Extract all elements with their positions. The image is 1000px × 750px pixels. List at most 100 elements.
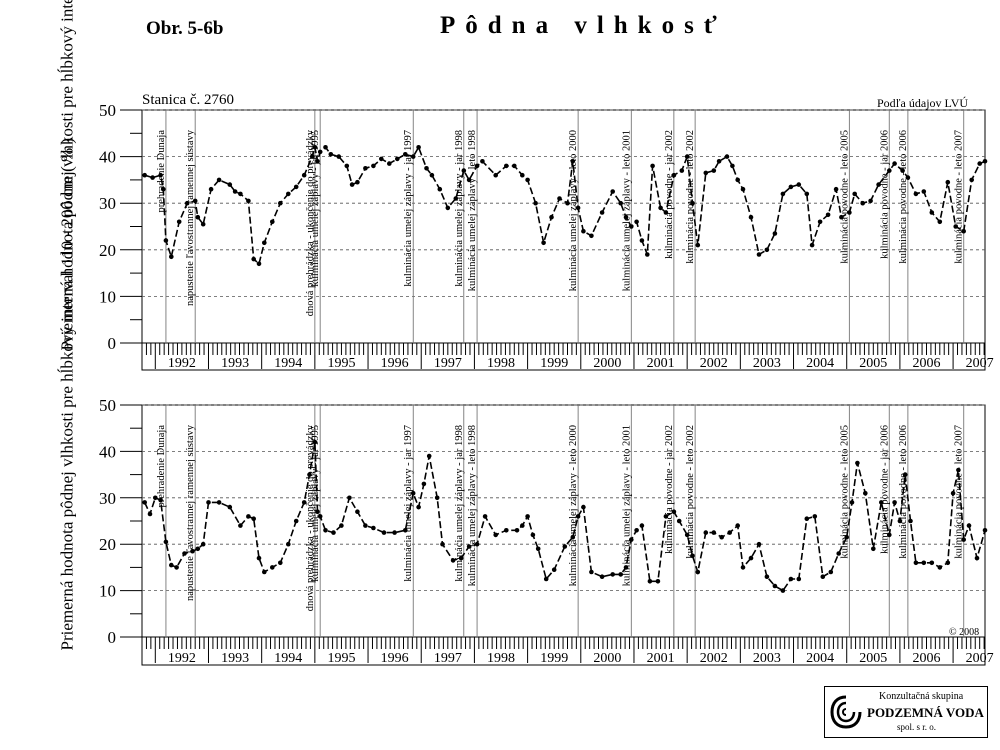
- chart-1-data-point: [937, 219, 943, 225]
- chart-2-y-tick-label: 0: [108, 628, 117, 647]
- chart-1-data-point: [256, 261, 262, 267]
- chart-2-x-tick-label: 2003: [753, 651, 781, 666]
- chart-2-data-point: [937, 565, 943, 570]
- chart-1-x-tick-label: 1999: [540, 356, 568, 371]
- chart-2-data-point: [599, 574, 605, 579]
- chart-1-data-point: [416, 145, 421, 150]
- chart-1-data-point: [716, 159, 722, 164]
- chart-2-data-point: [392, 530, 397, 535]
- chart-2-data-point: [474, 541, 480, 547]
- chart-1-data-point: [913, 191, 919, 197]
- chart-2-data-point: [639, 523, 645, 528]
- chart-2-x-tick-label: 1993: [221, 651, 249, 666]
- chart-2-y-tick-label: 30: [99, 489, 116, 508]
- chart-1-data-point: [227, 182, 233, 187]
- chart-1-data-point: [565, 200, 570, 206]
- chart-1-data-point: [278, 200, 283, 206]
- chart-2-data-point: [855, 460, 860, 466]
- chart-1-data-point: [634, 219, 639, 225]
- chart-1-x-tick-label: 1998: [487, 356, 515, 371]
- chart-2-data-point: [270, 565, 275, 570]
- chart-2-data-point: [163, 539, 169, 545]
- chart-1-y-tick-label: 50: [99, 101, 116, 120]
- chart-2-data-point: [339, 523, 344, 528]
- chart-2-data-point: [581, 504, 586, 510]
- chart-2-data-point: [174, 565, 179, 570]
- chart-1-data-point: [270, 219, 275, 225]
- chart-1-x-tick-label: 1993: [221, 356, 249, 371]
- chart-1-data-point: [336, 154, 342, 159]
- page-title: Pôdna vlhkosť: [440, 12, 727, 39]
- chart-2-x-tick-label: 1995: [327, 651, 355, 666]
- chart-2-data-point: [629, 537, 634, 542]
- chart-1-data-point: [825, 212, 831, 218]
- chart-1-event-label: kulminácia povodne - leto 2006: [898, 130, 909, 264]
- chart-1-data-point: [629, 224, 634, 229]
- chart-2-data-point: [278, 560, 283, 566]
- chart-1-data-point: [549, 214, 554, 220]
- chart-1-data-point: [740, 186, 746, 192]
- chart-1-series-line: [144, 145, 986, 266]
- chart-2-data-point: [735, 523, 740, 528]
- chart-2-x-tick-label: 2002: [700, 651, 728, 666]
- chart-1-event-label: kulminácia povodne - leto 2002: [685, 130, 696, 264]
- chart-1-data-point: [610, 189, 615, 194]
- logo-mark-icon: [830, 695, 862, 729]
- chart-2-x-tick-label: 2000: [593, 651, 621, 666]
- chart-2-data-point: [195, 546, 201, 552]
- chart-1-data-point: [921, 189, 927, 194]
- chart-1-data-point: [403, 152, 408, 157]
- chart-2-data-point: [246, 514, 251, 519]
- chart-1-y-tick-label: 30: [99, 194, 116, 213]
- chart-2-data-point: [482, 514, 488, 519]
- chart-2-data-point: [740, 565, 746, 570]
- chart-1-data-point: [887, 168, 892, 173]
- chart-2-data-point: [147, 511, 153, 517]
- chart-2-data-point: [286, 541, 291, 547]
- chart-1-data-point: [410, 154, 416, 159]
- chart-1-x-tick-label: 1995: [327, 356, 355, 371]
- chart-1-data-point: [315, 159, 320, 164]
- chart-1-data-point: [504, 163, 509, 169]
- chart-2-data-point: [663, 514, 669, 519]
- chart-2-data-point: [227, 504, 233, 510]
- chart-1-data-point: [309, 154, 315, 159]
- chart-1-event-label: kulminácia povodne - leto 2007: [954, 130, 965, 264]
- chart-2-data-point: [929, 560, 935, 566]
- chart-1-event-label: kulminácia umelej záplavy - leto 2000: [568, 130, 579, 291]
- chart-2-data-point: [684, 532, 690, 538]
- chart-2-data-point: [887, 532, 892, 538]
- chart-2-data-point: [796, 576, 802, 582]
- chart-1-data-point: [900, 168, 905, 173]
- chart-2-x-tick-label: 2004: [806, 651, 834, 666]
- chart-2-data-point: [206, 500, 211, 505]
- chart-2-data-point: [982, 528, 988, 533]
- chart-2-x-tick-label: 1999: [540, 651, 568, 666]
- chart-1-data-point: [445, 205, 451, 211]
- chart-1-data-point: [176, 219, 182, 225]
- chart-1-x-tick-label: 2004: [806, 356, 834, 371]
- chart-1-data-point: [328, 152, 334, 157]
- logo-line-3: spol. s r. o.: [897, 722, 937, 732]
- chart-1-y-tick-label: 20: [99, 241, 116, 260]
- chart-1-event-label: kulminácia povodne - leto 2005: [839, 130, 850, 264]
- chart-2-data-point: [355, 509, 360, 514]
- chart-2-event-label: kulminácia povodne - leto 2002: [685, 425, 696, 559]
- chart-2-event-label: kulminácia umelej záplavy - leto 1998: [467, 425, 478, 586]
- chart-2-data-point: [153, 495, 158, 501]
- chart-2-data-point: [256, 555, 262, 561]
- chart-1-data-point: [480, 159, 485, 164]
- chart-1-data-point: [200, 221, 206, 227]
- chart-2-data-point: [634, 528, 639, 533]
- chart-1-data-point: [520, 172, 525, 178]
- chart-1-data-point: [703, 170, 709, 176]
- chart-2-data-point: [520, 523, 525, 528]
- chart-1-data-point: [163, 238, 169, 243]
- chart-2-data-point: [182, 551, 187, 556]
- chart-1-data-point: [387, 161, 392, 166]
- chart-2-data-point: [671, 509, 677, 514]
- chart-2-data-point: [493, 532, 499, 538]
- chart-2-data-point: [950, 490, 956, 496]
- chart-1-data-point: [905, 175, 911, 180]
- chart-2-data-point: [543, 576, 549, 582]
